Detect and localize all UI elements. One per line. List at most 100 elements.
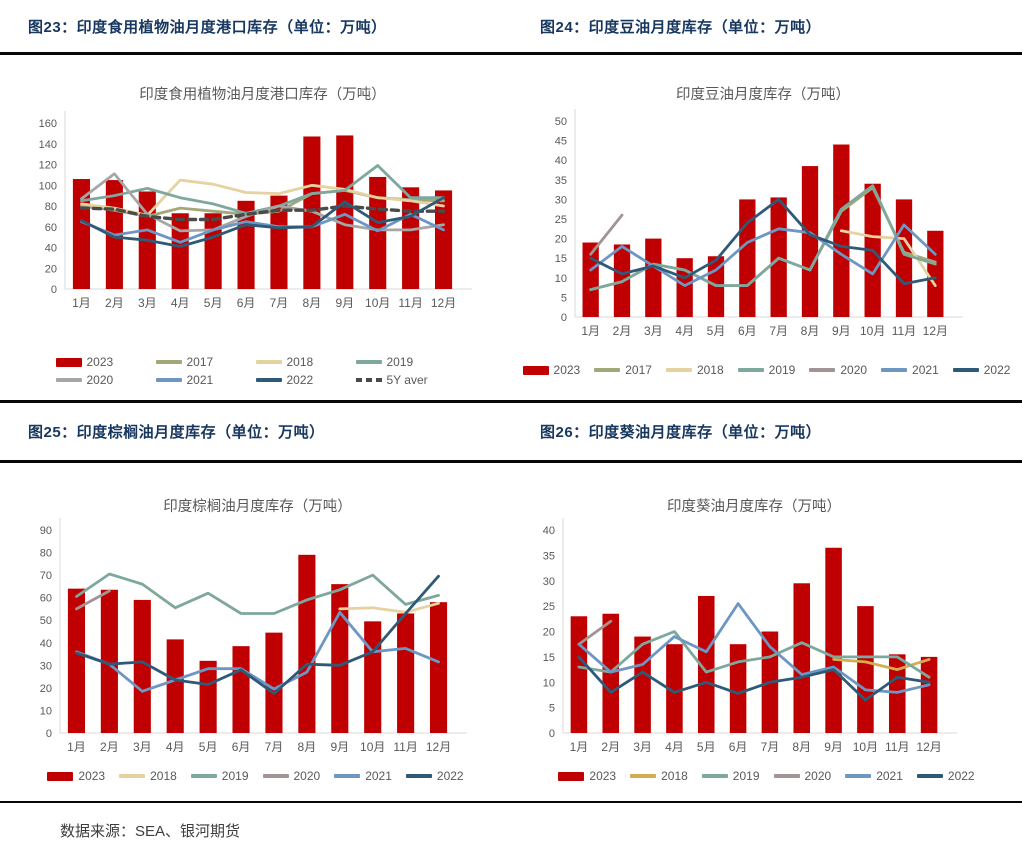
legend-label: 2019 xyxy=(732,769,760,783)
bar-series-2023 xyxy=(582,144,944,317)
y-tick-label: 140 xyxy=(39,139,57,151)
bar xyxy=(133,599,151,733)
series-line xyxy=(338,601,440,614)
series-line xyxy=(80,212,445,244)
legend-swatch xyxy=(355,360,382,364)
legend-swatch xyxy=(334,774,361,778)
legend-row: 2020 2021 2022 5Y aver xyxy=(55,371,456,389)
y-tick-label: 10 xyxy=(40,705,52,717)
legend-swatch xyxy=(355,378,382,382)
chart-palm-oil-stock: 印度棕榈油月度库存（万吨） 0 10 20 30 40 50 60 70 80 90 1月 2月 3月 4月… xyxy=(0,463,511,785)
y-tick-label: 35 xyxy=(555,175,567,187)
chart-inner-title: 印度豆油月度库存（万吨） xyxy=(676,86,850,103)
legend-swatch xyxy=(665,368,692,372)
legend-item-2023: 2023 xyxy=(522,361,580,379)
legend-label: 5Y aver xyxy=(386,373,428,387)
x-tick-label: 11月 xyxy=(398,296,422,310)
series-line xyxy=(80,196,445,248)
x-tick-label: 11月 xyxy=(393,740,417,754)
series-line xyxy=(577,619,613,646)
legend-item-2022: 2022 xyxy=(952,361,1011,379)
y-tick-label: 25 xyxy=(555,214,567,226)
y-tick-label: 10 xyxy=(543,677,555,689)
chart-cell-sun-oil: 印度葵油月度库存（万吨） 0 5 10 15 20 25 30 35 40 1月 2月 3月 4月 5月 6月… xyxy=(511,463,1022,801)
x-tick-label: 7月 xyxy=(265,740,284,754)
series-line xyxy=(589,223,937,288)
y-tick-label: 10 xyxy=(555,273,567,285)
line-series-2022 xyxy=(75,574,440,695)
x-tick-label: 2月 xyxy=(613,324,632,338)
chart-inner-title: 印度食用植物油月度港口库存（万吨） xyxy=(139,86,386,103)
figure-title-cell: 图24：印度豆油月度库存（单位：万吨） xyxy=(511,16,1022,37)
bar xyxy=(857,606,874,733)
footer: 数据来源：SEA、银河期货 xyxy=(0,803,1022,866)
legend-label: 2022 xyxy=(983,363,1011,377)
legend-label: 2019 xyxy=(386,355,414,369)
x-tick-label: 9月 xyxy=(824,740,843,754)
legend-item-2022: 2022 xyxy=(405,767,464,785)
x-tick-label: 2月 xyxy=(601,740,620,754)
x-tick-label: 6月 xyxy=(237,296,256,310)
horizontal-rule xyxy=(0,52,1022,55)
legend-swatch xyxy=(594,368,621,372)
legend-swatch xyxy=(262,774,289,778)
legend-item-2020: 2020 xyxy=(262,767,320,785)
y-tick-label: 40 xyxy=(40,638,52,650)
x-tick-label: 10月 xyxy=(360,740,385,754)
y-tick-label: 160 xyxy=(39,118,57,130)
x-tick-label: 2月 xyxy=(105,296,124,310)
legend-swatch xyxy=(190,774,217,778)
bar xyxy=(100,589,118,733)
y-tick-label: 25 xyxy=(543,601,555,613)
bar xyxy=(199,660,217,733)
legend-swatch xyxy=(255,378,282,382)
legend-item-2017: 2017 xyxy=(155,353,256,371)
figure-titles-row-2: 图25：印度棕榈油月度库存（单位：万吨） 图26：印度葵油月度库存（单位：万吨） xyxy=(0,403,1022,460)
x-tick-label: 6月 xyxy=(738,324,757,338)
y-tick-label: 90 xyxy=(40,525,52,537)
line-series-2019 xyxy=(577,630,931,679)
legend-item-2018: 2018 xyxy=(119,767,177,785)
charts-row-1: 印度食用植物油月度港口库存（万吨） 0 20 40 60 80 100 120 140 160 1月… xyxy=(0,55,1022,400)
y-tick-label: 45 xyxy=(555,136,567,148)
legend-item-2022: 2022 xyxy=(255,371,356,389)
legend-label: 2018 xyxy=(696,363,724,377)
bar xyxy=(336,135,354,289)
legend-swatch xyxy=(155,378,182,382)
legend-swatch xyxy=(701,774,728,778)
legend-row: 2023 2017 2018 2019 2020 2021 2022 xyxy=(522,361,1011,379)
figure26-title: 图26：印度葵油月度库存（单位：万吨） xyxy=(540,424,822,441)
legend-label: 2023 xyxy=(589,769,617,783)
x-tick-label: 10月 xyxy=(365,296,390,310)
y-tick-label: 30 xyxy=(555,194,567,206)
x-tick-label: 9月 xyxy=(335,296,354,310)
legend-label: 2018 xyxy=(150,769,177,783)
x-tick-label: 7月 xyxy=(270,296,289,310)
y-tick-label: 70 xyxy=(40,570,52,582)
legend-label: 2019 xyxy=(221,769,249,783)
x-tick-label: 2月 xyxy=(100,740,119,754)
series-line xyxy=(832,657,931,672)
chart-cell-veg-oil: 印度食用植物油月度港口库存（万吨） 0 20 40 60 80 100 120 140 160 1月… xyxy=(0,55,511,400)
line-series-2022 xyxy=(80,196,445,248)
line-series-5Y aver xyxy=(79,204,446,222)
legend-label: 2023 xyxy=(78,769,106,783)
x-tick-label: 11月 xyxy=(885,740,909,754)
y-tick-label: 20 xyxy=(45,263,57,275)
legend-swatch xyxy=(255,360,282,364)
chart-inner-title: 印度葵油月度库存（万吨） xyxy=(667,498,841,515)
y-tick-label: 60 xyxy=(45,222,57,234)
legend-label: 2018 xyxy=(286,355,314,369)
legend-label: 2018 xyxy=(661,769,688,783)
figure23-title: 图23：印度食用植物油月度港口库存（单位：万吨） xyxy=(28,18,387,36)
x-tick-label: 12月 xyxy=(426,740,451,754)
chart-inner-title: 印度棕榈油月度库存（万吨） xyxy=(163,498,352,515)
legend-item-2018: 2018 xyxy=(255,353,356,371)
series-line xyxy=(589,197,937,286)
horizontal-rule xyxy=(0,801,1022,803)
charts-row-2: 印度棕榈油月度库存（万吨） 0 10 20 30 40 50 60 70 80 90 1月 2月 3月 4月… xyxy=(0,463,1022,801)
line-series-2021 xyxy=(589,223,937,288)
chart-legend: 2023 2018 2019 2020 2021 2022 xyxy=(0,767,511,785)
line-series-2020 xyxy=(577,619,613,646)
x-tick-label: 3月 xyxy=(133,740,152,754)
